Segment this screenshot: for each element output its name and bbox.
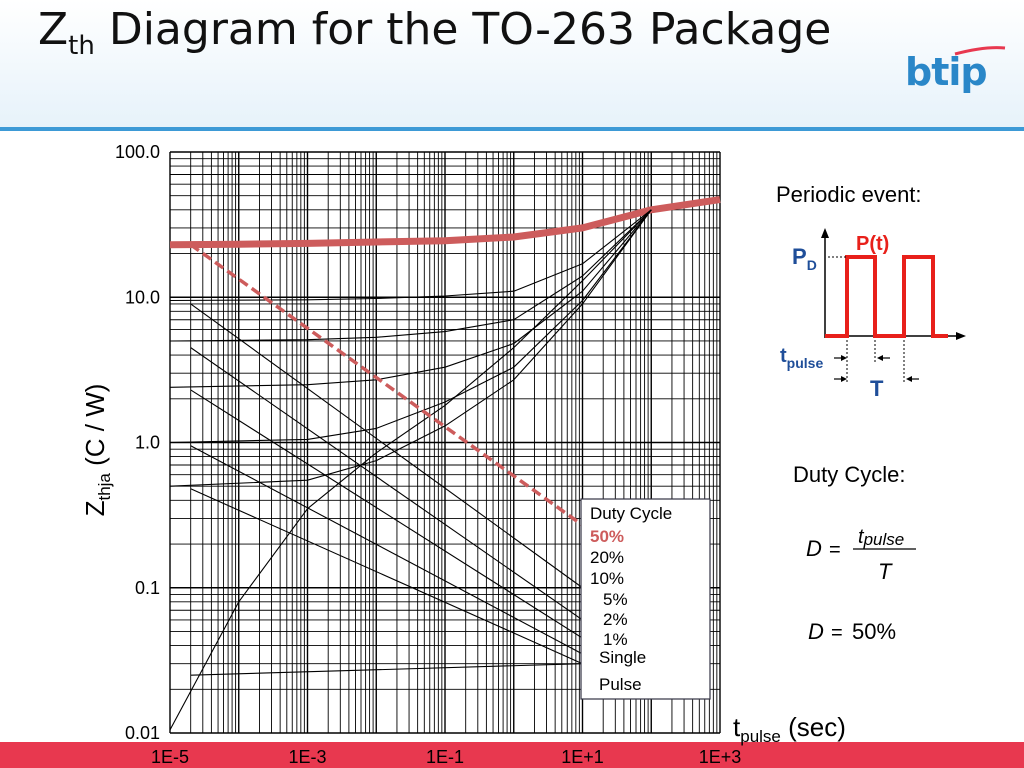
series-20- xyxy=(169,209,652,302)
tpulse-arrow-left-icon xyxy=(841,355,847,361)
eq-D: D xyxy=(806,536,822,561)
low-lines-layer xyxy=(190,303,583,676)
series-50- xyxy=(169,196,721,249)
legend-item-10: 10% xyxy=(590,569,624,588)
title-sub: th xyxy=(68,31,95,61)
series-5- xyxy=(169,209,652,388)
side-panel: Periodic event: PD P(t) tpulse T Duty Cy… xyxy=(776,182,966,644)
footer-bar xyxy=(0,742,1024,768)
period-arrow-right-icon xyxy=(906,376,912,382)
tpulse-arrow-right-icon xyxy=(877,355,883,361)
logo-text: btip xyxy=(905,50,988,94)
y-tick-label: 0.01 xyxy=(125,723,160,743)
series-layer xyxy=(169,196,721,731)
low-line xyxy=(190,488,583,665)
x-tick-label: 1E+1 xyxy=(561,747,604,767)
logo-swoosh-icon xyxy=(954,46,1006,56)
period-arrow-left-icon xyxy=(841,376,847,382)
y-tick-label: 1.0 xyxy=(135,433,160,453)
periodic-event-label: Periodic event: xyxy=(776,182,922,207)
low-line xyxy=(190,347,583,621)
x-tick-label: 1E+3 xyxy=(699,747,742,767)
legend-single-pulse-word1: Single xyxy=(599,648,646,667)
eq-numerator: tpulse xyxy=(858,526,904,549)
pd-label: PD xyxy=(792,244,817,273)
tpulse-label: tpulse xyxy=(780,345,823,371)
x-tick-label: 1E-3 xyxy=(288,747,326,767)
header-rule xyxy=(0,127,1024,131)
legend: Duty Cycle 50% 20% 10% 5% 2% 1% Single P… xyxy=(580,498,711,700)
waveform-y-arrow-icon xyxy=(821,228,829,238)
y-tick-label: 0.1 xyxy=(135,578,160,598)
eq-equals: = xyxy=(829,539,841,561)
series-1- xyxy=(169,209,652,487)
waveform-x-arrow-icon xyxy=(956,332,966,340)
x-tick-label: 1E-5 xyxy=(151,747,189,767)
legend-item-20: 20% xyxy=(590,548,624,567)
title-main: Z xyxy=(38,4,69,55)
legend-item-1: 1% xyxy=(603,630,628,649)
legend-item-5: 5% xyxy=(603,590,628,609)
legend-item-50: 50% xyxy=(590,527,624,546)
eq2-equals: = xyxy=(831,622,843,644)
low-line xyxy=(190,389,583,639)
low-line xyxy=(190,303,583,589)
pt-label: P(t) xyxy=(856,233,889,255)
series-2- xyxy=(169,209,652,444)
y-tick-labels: 100.0 10.0 1.0 0.1 0.01 xyxy=(115,142,160,743)
legend-single-pulse-word2: Pulse xyxy=(599,675,642,694)
eq2-value: 50% xyxy=(852,619,896,644)
series-single-pulse xyxy=(169,209,652,731)
duty-cycle-label: Duty Cycle: xyxy=(793,462,905,487)
legend-title: Duty Cycle xyxy=(590,504,672,523)
slide-header xyxy=(0,0,1024,128)
pulse-waveform xyxy=(825,255,948,338)
x-tick-labels: 1E-5 1E-3 1E-1 1E+1 1E+3 xyxy=(151,747,741,767)
legend-box xyxy=(580,498,711,700)
eq-denominator: T xyxy=(878,559,893,584)
title-rest: Diagram for the TO-263 Package xyxy=(94,4,832,55)
eq2-D: D xyxy=(808,619,824,644)
x-tick-label: 1E-1 xyxy=(426,747,464,767)
y-tick-label: 100.0 xyxy=(115,142,160,162)
legend-item-single-pulse: Single Pulse xyxy=(599,648,651,694)
low-line xyxy=(190,445,583,655)
page-title: Zth Diagram for the TO-263 Package xyxy=(38,4,831,62)
series-10- xyxy=(169,209,652,342)
x-axis-label: tpulse (sec) xyxy=(733,712,846,746)
legend-item-2: 2% xyxy=(603,610,628,629)
y-tick-label: 10.0 xyxy=(125,287,160,307)
y-axis-label: Zthja (C / W) xyxy=(80,384,114,517)
period-T-label: T xyxy=(870,376,884,401)
logo: btip xyxy=(905,44,1015,104)
low-line xyxy=(190,663,583,676)
asymptote-line xyxy=(189,243,584,527)
